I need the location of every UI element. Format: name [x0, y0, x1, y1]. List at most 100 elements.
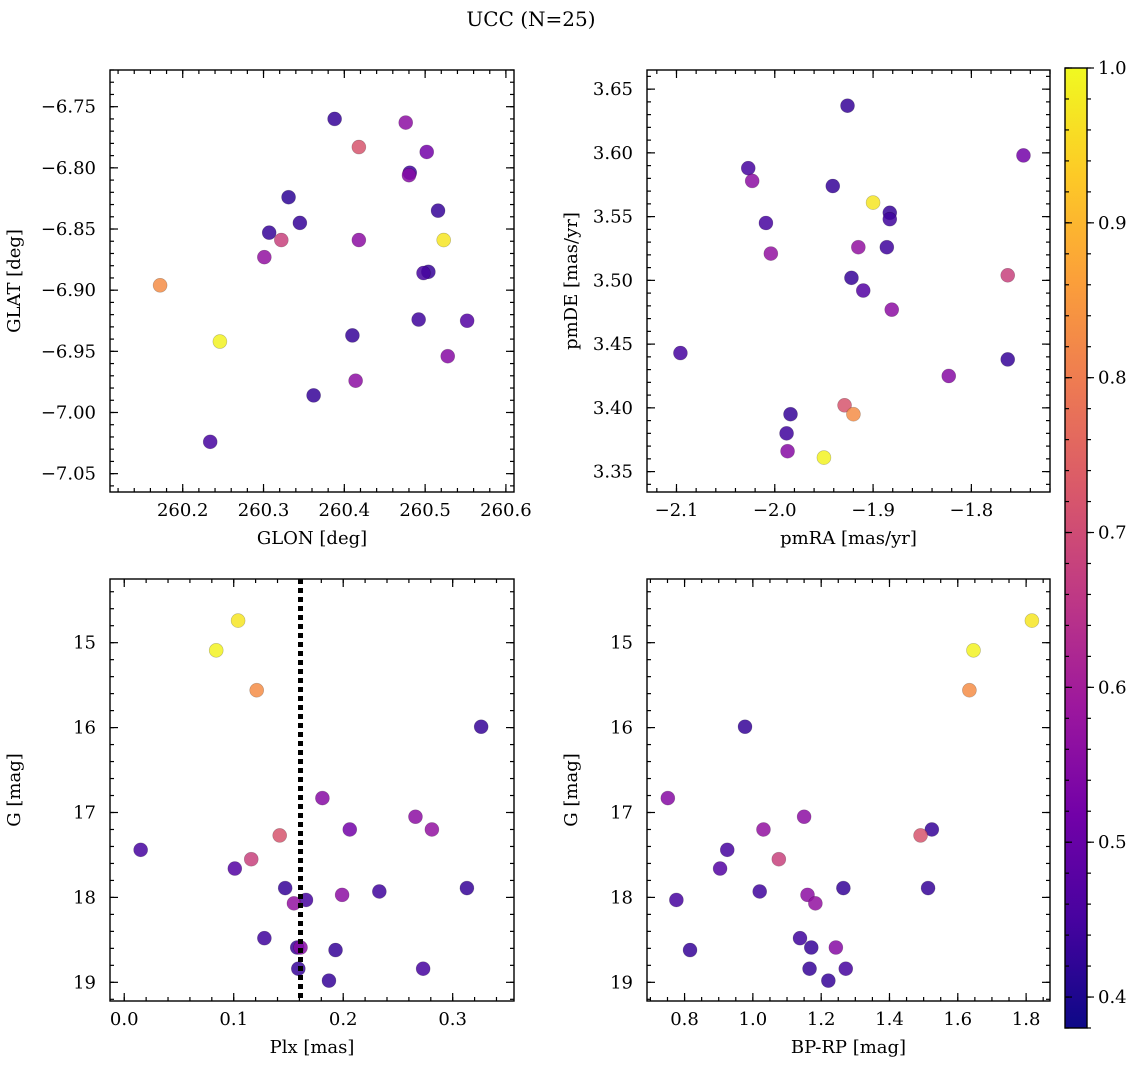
- x-tick-label: −1.8: [950, 500, 994, 521]
- data-point: [796, 809, 812, 825]
- data-point: [436, 232, 452, 248]
- data-point: [884, 302, 900, 317]
- data-point: [758, 215, 774, 231]
- x-axis-label: GLON [deg]: [257, 528, 367, 549]
- data-point: [838, 961, 854, 977]
- x-tick-label: −2.1: [655, 500, 699, 521]
- data-points: [673, 98, 1031, 465]
- colorbar-tick-label: 0.8: [1098, 368, 1127, 389]
- data-points: [152, 111, 475, 450]
- data-point: [327, 111, 342, 127]
- data-point: [816, 450, 832, 465]
- data-point: [306, 388, 321, 403]
- scatter-panels: 260.2 260.3 260.4 260.5 260.6 −6.75 −6.80 −6.85…: [4, 69, 1051, 1058]
- y-tick-label: 3.45: [593, 334, 633, 355]
- y-tick-label: 18: [610, 887, 633, 908]
- data-point: [415, 961, 431, 977]
- colorbar-tick-label: 0.9: [1098, 213, 1127, 234]
- data-point: [802, 961, 817, 977]
- data-point: [865, 195, 881, 210]
- x-tick-label: 1.6: [943, 1009, 972, 1030]
- data-point: [803, 940, 819, 955]
- data-point: [249, 682, 265, 698]
- x-tick-label: 0.1: [219, 1009, 248, 1030]
- y-tick-label: 3.55: [593, 207, 633, 228]
- y-tick-label: 3.60: [593, 143, 633, 164]
- data-point: [1000, 352, 1016, 367]
- y-tick-label: −7.05: [41, 464, 96, 485]
- y-tick-label: 3.65: [593, 79, 633, 100]
- y-tick-label: 15: [610, 633, 633, 654]
- data-point: [398, 115, 414, 130]
- data-point: [792, 930, 808, 946]
- data-point: [348, 373, 363, 388]
- data-point: [855, 283, 871, 298]
- axes-frame: [646, 69, 1051, 493]
- colorbar-tick-label: 0.7: [1098, 523, 1127, 544]
- data-point: [261, 225, 277, 240]
- colorbar-tick-label: 1.0: [1098, 58, 1127, 79]
- data-point: [836, 880, 851, 896]
- colorbar-tick-label: 0.5: [1098, 832, 1127, 853]
- data-point: [744, 173, 760, 189]
- data-point: [408, 809, 423, 825]
- data-point: [277, 880, 293, 896]
- axes-frame: [109, 578, 515, 1002]
- data-point: [334, 887, 350, 903]
- x-tick-label: 260.5: [399, 500, 451, 521]
- data-point: [1000, 267, 1016, 283]
- data-point: [920, 880, 936, 896]
- data-point: [416, 265, 431, 281]
- data-point: [292, 215, 308, 231]
- data-point: [351, 232, 367, 248]
- data-point: [272, 828, 288, 843]
- data-point: [966, 643, 981, 658]
- x-axis-label: BP-RP [mag]: [791, 1037, 906, 1058]
- data-point: [962, 682, 977, 698]
- y-tick-label: 3.50: [593, 270, 633, 291]
- data-point: [719, 842, 735, 858]
- data-point: [808, 896, 823, 911]
- data-point: [763, 246, 779, 261]
- data-point: [682, 942, 698, 958]
- colorbar: 0.4 0.5 0.6 0.7 0.8 0.9 1.0: [1064, 58, 1127, 1029]
- data-point: [882, 211, 898, 227]
- x-tick-label: −2.0: [753, 500, 797, 521]
- data-point: [411, 312, 426, 327]
- data-point: [208, 643, 224, 658]
- data-point: [669, 892, 684, 908]
- data-point: [1024, 613, 1040, 628]
- x-tick-label: 1.4: [875, 1009, 904, 1030]
- colorbar-tick-label: 0.6: [1098, 677, 1127, 698]
- x-tick-label: 0.3: [438, 1009, 467, 1030]
- data-point: [351, 139, 367, 155]
- data-point: [342, 822, 358, 837]
- x-tick-label: −1.9: [851, 500, 895, 521]
- y-axis-label: pmDE [mas/yr]: [561, 212, 582, 350]
- data-point: [212, 334, 228, 349]
- y-axis-label: G [mag]: [561, 753, 582, 826]
- y-tick-label: 17: [610, 803, 633, 824]
- panel-parallax-magnitude: 0.0 0.1 0.2 0.3 15 16 17 18 19 Plx [mas] G [mag]: [4, 578, 515, 1058]
- data-point: [401, 167, 417, 183]
- y-tick-label: 19: [610, 972, 633, 993]
- data-point: [771, 851, 787, 867]
- x-tick-label: 0.8: [670, 1009, 699, 1030]
- data-point: [740, 160, 756, 176]
- data-point: [851, 239, 866, 255]
- data-point: [924, 822, 940, 837]
- data-point: [756, 822, 771, 837]
- axes-frame: [646, 578, 1051, 1002]
- data-point: [1016, 148, 1031, 163]
- data-point: [315, 790, 330, 806]
- x-tick-label: 0.0: [110, 1009, 139, 1030]
- y-tick-label: 18: [73, 887, 96, 908]
- x-tick-label: 1.8: [1012, 1009, 1041, 1030]
- axes-frame: [109, 69, 515, 493]
- data-point: [202, 434, 218, 450]
- data-point: [257, 249, 272, 265]
- data-point: [821, 973, 836, 988]
- y-tick-label: −6.90: [41, 280, 96, 301]
- data-point: [345, 328, 360, 343]
- data-point: [230, 613, 246, 628]
